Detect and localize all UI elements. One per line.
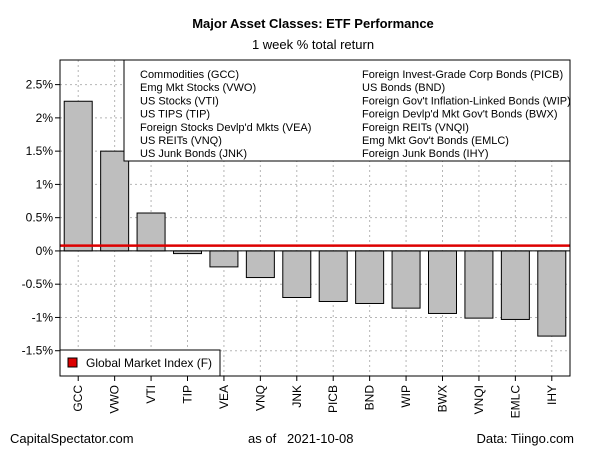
bar-jnk <box>282 250 312 298</box>
x-tick-label-vnq: VNQ <box>253 385 267 411</box>
bar-vnq <box>245 250 275 279</box>
y-tick-label-3: 0% <box>36 244 54 258</box>
bar-vwo <box>100 150 130 252</box>
x-tick-label-vea: VEA <box>217 385 231 409</box>
legend-item-left-2: US Stocks (VTI) <box>140 95 219 107</box>
legend-item-right-5: Emg Mkt Gov't Bonds (EMLC) <box>362 135 509 147</box>
bar-gcc <box>63 100 93 252</box>
legend-item-left-0: Commodities (GCC) <box>140 69 239 81</box>
legend-item-right-3: Foreign Devlp'd Mkt Gov't Bonds (BWX) <box>362 109 558 121</box>
x-tick-label-bwx: BWX <box>436 385 450 412</box>
bars <box>63 100 567 337</box>
y-tick-label-8: 2.5% <box>26 78 54 92</box>
footer-data-source: Data: Tiingo.com <box>476 431 574 446</box>
y-tick-label-1: -1% <box>32 310 54 324</box>
footer-as-of-date: as of 2021-10-08 <box>248 431 354 446</box>
legend-item-right-4: Foreign REITs (VNQI) <box>362 122 469 134</box>
legend-item-right-6: Foreign Junk Bonds (IHY) <box>362 148 489 160</box>
y-tick-label-4: 0.5% <box>26 211 54 225</box>
y-tick-label-6: 1.5% <box>26 144 54 158</box>
legend-item-left-3: US TIPS (TIP) <box>140 109 210 121</box>
x-tick-label-vwo: VWO <box>108 385 122 414</box>
x-tick-label-gcc: GCC <box>71 385 85 412</box>
bar-ihy <box>537 250 567 337</box>
x-tick-label-ihy: IHY <box>545 385 559 405</box>
bar-bnd <box>355 250 385 304</box>
bar-vea <box>209 250 239 268</box>
x-tick-label-bnd: BND <box>363 385 377 411</box>
bar-vnqi <box>464 250 494 319</box>
chart-subtitle: 1 week % total return <box>252 37 374 52</box>
bar-wip <box>391 250 421 309</box>
x-tick-label-jnk: JNK <box>290 385 304 408</box>
x-tick-label-vti: VTI <box>144 385 158 404</box>
legend-item-left-5: US REITs (VNQ) <box>140 135 222 147</box>
bar-bwx <box>428 250 457 314</box>
y-tick-label-5: 1% <box>36 177 54 191</box>
global-index-legend-label: Global Market Index (F) <box>86 356 212 370</box>
y-tick-label-0: -1.5% <box>22 344 54 358</box>
legend-item-right-1: US Bonds (BND) <box>362 82 445 94</box>
x-tick-label-picb: PICB <box>326 385 340 413</box>
chart-title: Major Asset Classes: ETF Performance <box>192 16 434 31</box>
y-tick-label-2: -0.5% <box>22 277 54 291</box>
x-tick-label-vnqi: VNQI <box>472 385 486 414</box>
legend-item-right-0: Foreign Invest-Grade Corp Bonds (PICB) <box>362 69 563 81</box>
y-tick-label-7: 2% <box>36 111 54 125</box>
footer-source-site: CapitalSpectator.com <box>10 431 134 446</box>
legend-item-left-1: Emg Mkt Stocks (VWO) <box>140 82 256 94</box>
axes: -1.5% -1% -0.5% 0% 0.5% 1% 1.5% 2% 2.5% GCC VWO VTI… <box>22 78 570 419</box>
bar-picb <box>318 250 348 302</box>
legend-item-left-6: US Junk Bonds (JNK) <box>140 148 247 160</box>
x-tick-label-tip: TIP <box>181 385 195 404</box>
legend-item-right-2: Foreign Gov't Inflation-Linked Bonds (WI… <box>362 95 571 107</box>
plot-frame <box>59 59 571 377</box>
bar-emlc <box>500 250 530 320</box>
legend-item-left-4: Foreign Stocks Devlp'd Mkts (VEA) <box>140 122 311 134</box>
global-index-legend: Global Market Index (F) <box>59 349 221 377</box>
x-tick-label-emlc: EMLC <box>508 385 522 419</box>
assets-legend: Commodities (GCC)Emg Mkt Stocks (VWO)US … <box>123 59 571 162</box>
global-index-legend-swatch <box>67 357 78 368</box>
x-tick-label-wip: WIP <box>399 385 413 408</box>
